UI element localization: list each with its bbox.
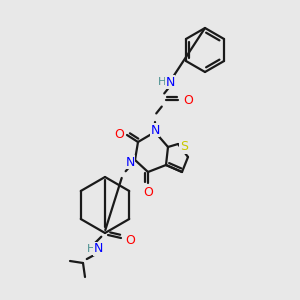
Text: N: N bbox=[165, 76, 175, 88]
Text: N: N bbox=[125, 155, 135, 169]
Text: H: H bbox=[158, 77, 166, 87]
Text: H: H bbox=[87, 244, 95, 254]
Text: N: N bbox=[93, 242, 103, 256]
Text: N: N bbox=[150, 124, 160, 136]
Text: O: O bbox=[143, 185, 153, 199]
Text: O: O bbox=[114, 128, 124, 142]
Text: O: O bbox=[125, 233, 135, 247]
Text: S: S bbox=[180, 140, 188, 154]
Text: O: O bbox=[183, 94, 193, 106]
